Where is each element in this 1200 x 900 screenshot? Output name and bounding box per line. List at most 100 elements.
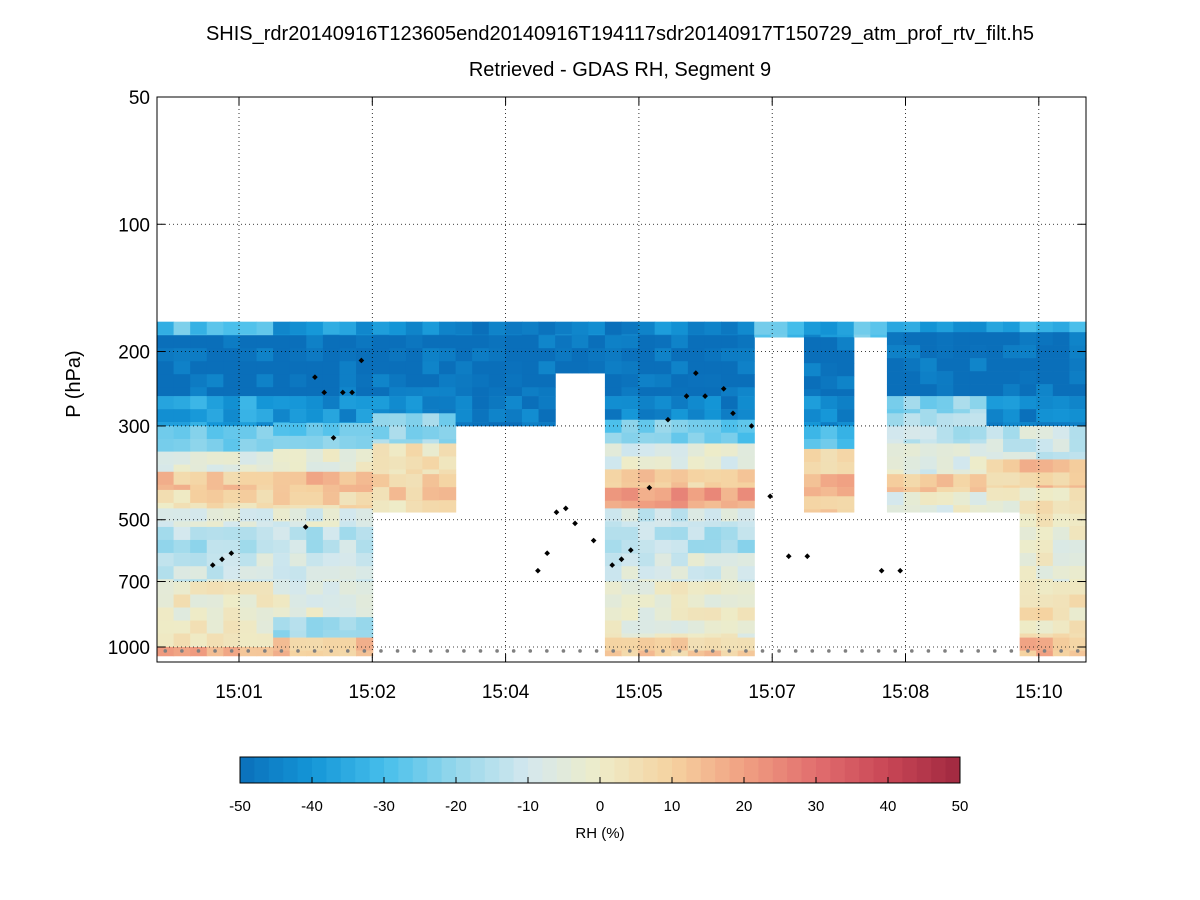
- heatmap-cell: [687, 607, 706, 621]
- heatmap-cell: [654, 374, 672, 388]
- heatmap-cell: [920, 321, 938, 333]
- heatmap-cell: [1019, 487, 1037, 502]
- heatmap-cell: [1003, 451, 1021, 460]
- marker-point: [302, 524, 309, 530]
- heatmap-cell: [986, 422, 1004, 427]
- heatmap-cell: [803, 496, 822, 510]
- heatmap-cell: [157, 471, 175, 486]
- heatmap-cell: [157, 422, 175, 427]
- heatmap-cell: [1052, 500, 1071, 515]
- heatmap-cell: [206, 620, 224, 634]
- heatmap-cell: [173, 489, 191, 504]
- heatmap-cell: [969, 505, 988, 513]
- heatmap-cell: [1003, 472, 1021, 486]
- heatmap-cell: [289, 637, 307, 651]
- heatmap-cell: [173, 502, 191, 509]
- heatmap-cell: [1019, 425, 1037, 440]
- heatmap-cell: [671, 620, 689, 634]
- heatmap-cell: [190, 607, 208, 621]
- heatmap-cell: [920, 426, 938, 440]
- heatmap-cell: [969, 396, 988, 410]
- heatmap-cell: [273, 335, 291, 349]
- heatmap-cell: [488, 396, 506, 410]
- colorbar-cell: [355, 757, 371, 783]
- heatmap-cell: [903, 439, 921, 444]
- heatmap-cell: [1069, 451, 1087, 460]
- heatmap-cell: [322, 539, 341, 554]
- heatmap-cell: [687, 633, 706, 638]
- heatmap-cell: [223, 553, 241, 567]
- x-tick-label: 15:07: [748, 682, 796, 703]
- heatmap-cell: [256, 607, 274, 621]
- heatmap-cell: [721, 650, 739, 657]
- heatmap-cell: [289, 607, 307, 618]
- heatmap-cell: [289, 422, 307, 437]
- surface-marker: [860, 649, 864, 653]
- heatmap-cell: [521, 409, 540, 423]
- heatmap-cell: [173, 594, 191, 608]
- surface-marker: [810, 649, 815, 653]
- heatmap-cell: [654, 487, 672, 502]
- heatmap-cell: [1019, 345, 1037, 359]
- heatmap-cell: [538, 374, 556, 388]
- heatmap-cell: [389, 334, 407, 336]
- heatmap-cell: [157, 425, 175, 440]
- heatmap-cell: [356, 508, 374, 522]
- heatmap-cell: [737, 539, 755, 554]
- heatmap-cell: [356, 435, 374, 450]
- heatmap-cell: [886, 332, 905, 346]
- heatmap-cell: [273, 630, 291, 638]
- heatmap-cell: [273, 607, 291, 618]
- heatmap-cell: [638, 361, 656, 375]
- heatmap-cell: [256, 451, 274, 465]
- heatmap-cell: [671, 409, 689, 421]
- heatmap-cell: [604, 432, 623, 444]
- heatmap-cell: [206, 526, 224, 541]
- heatmap-cell: [1069, 487, 1087, 502]
- marker-point: [730, 410, 736, 417]
- heatmap-cell: [654, 469, 672, 483]
- heatmap-cell: [936, 371, 954, 385]
- heatmap-cell: [820, 425, 838, 440]
- heatmap-cell: [356, 566, 374, 580]
- heatmap-cell: [389, 374, 407, 388]
- heatmap-cell: [803, 334, 822, 338]
- heatmap-cell: [903, 469, 921, 475]
- heatmap-cell: [704, 374, 722, 388]
- heatmap-cells: [157, 321, 1087, 657]
- heatmap-cell: [621, 650, 639, 657]
- heatmap-cell: [239, 464, 258, 473]
- heatmap-cell: [472, 409, 490, 423]
- heatmap-cell: [339, 435, 357, 450]
- heatmap-cell: [289, 521, 307, 528]
- heatmap-cell: [1003, 345, 1021, 359]
- heatmap-cell: [356, 321, 374, 335]
- heatmap-cell: [439, 321, 457, 335]
- heatmap-cell: [306, 617, 324, 631]
- heatmap-cell: [339, 650, 357, 657]
- heatmap-cell: [190, 566, 208, 580]
- heatmap-cell: [969, 358, 988, 372]
- heatmap-cell: [837, 422, 855, 427]
- heatmap-cell: [372, 409, 390, 414]
- heatmap-cell: [654, 526, 672, 541]
- heatmap-cell: [953, 332, 971, 346]
- heatmap-cell: [273, 508, 291, 522]
- heatmap-cell: [687, 432, 706, 444]
- heatmap-cell: [339, 521, 357, 528]
- colorbar-ticks: -50 -40 -30 -20 -10 0 10 20 30 40 50: [229, 777, 968, 815]
- heatmap-cell: [206, 553, 224, 567]
- surface-marker: [959, 649, 964, 653]
- heatmap-cell: [1036, 552, 1054, 567]
- heatmap-cell: [638, 396, 656, 410]
- heatmap-cell: [521, 361, 540, 375]
- heatmap-cell: [920, 345, 938, 359]
- heatmap-cell: [687, 553, 706, 567]
- heatmap-cell: [1019, 633, 1037, 638]
- heatmap-cell: [1052, 438, 1071, 453]
- heatmap-cell: [1003, 332, 1021, 346]
- y-tick-label: 1000: [108, 638, 150, 659]
- heatmap-cell: [1052, 472, 1071, 486]
- heatmap-cell: [439, 439, 457, 444]
- heatmap-cell: [190, 374, 208, 388]
